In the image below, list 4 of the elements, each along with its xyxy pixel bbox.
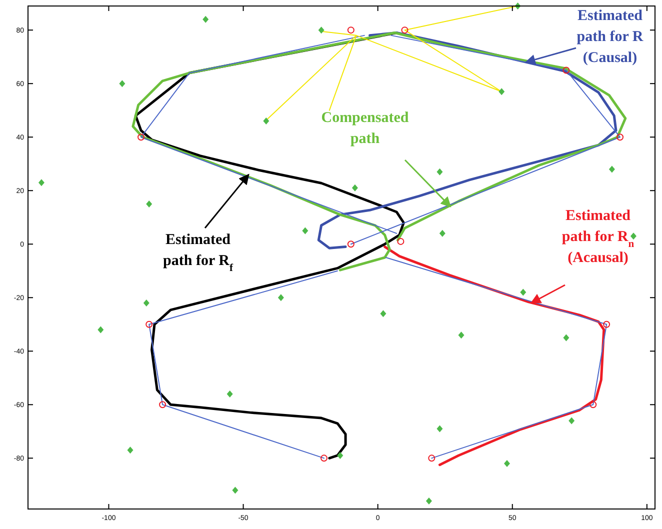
annotation: Compensated path xyxy=(321,110,410,147)
annotation: Estimated path for R (Causal) xyxy=(576,8,644,66)
annotation: Estimated path for R$_{f}$ xyxy=(163,232,234,274)
annotation: Estimated path for R$_{n}$ (Acausal) xyxy=(562,208,634,266)
